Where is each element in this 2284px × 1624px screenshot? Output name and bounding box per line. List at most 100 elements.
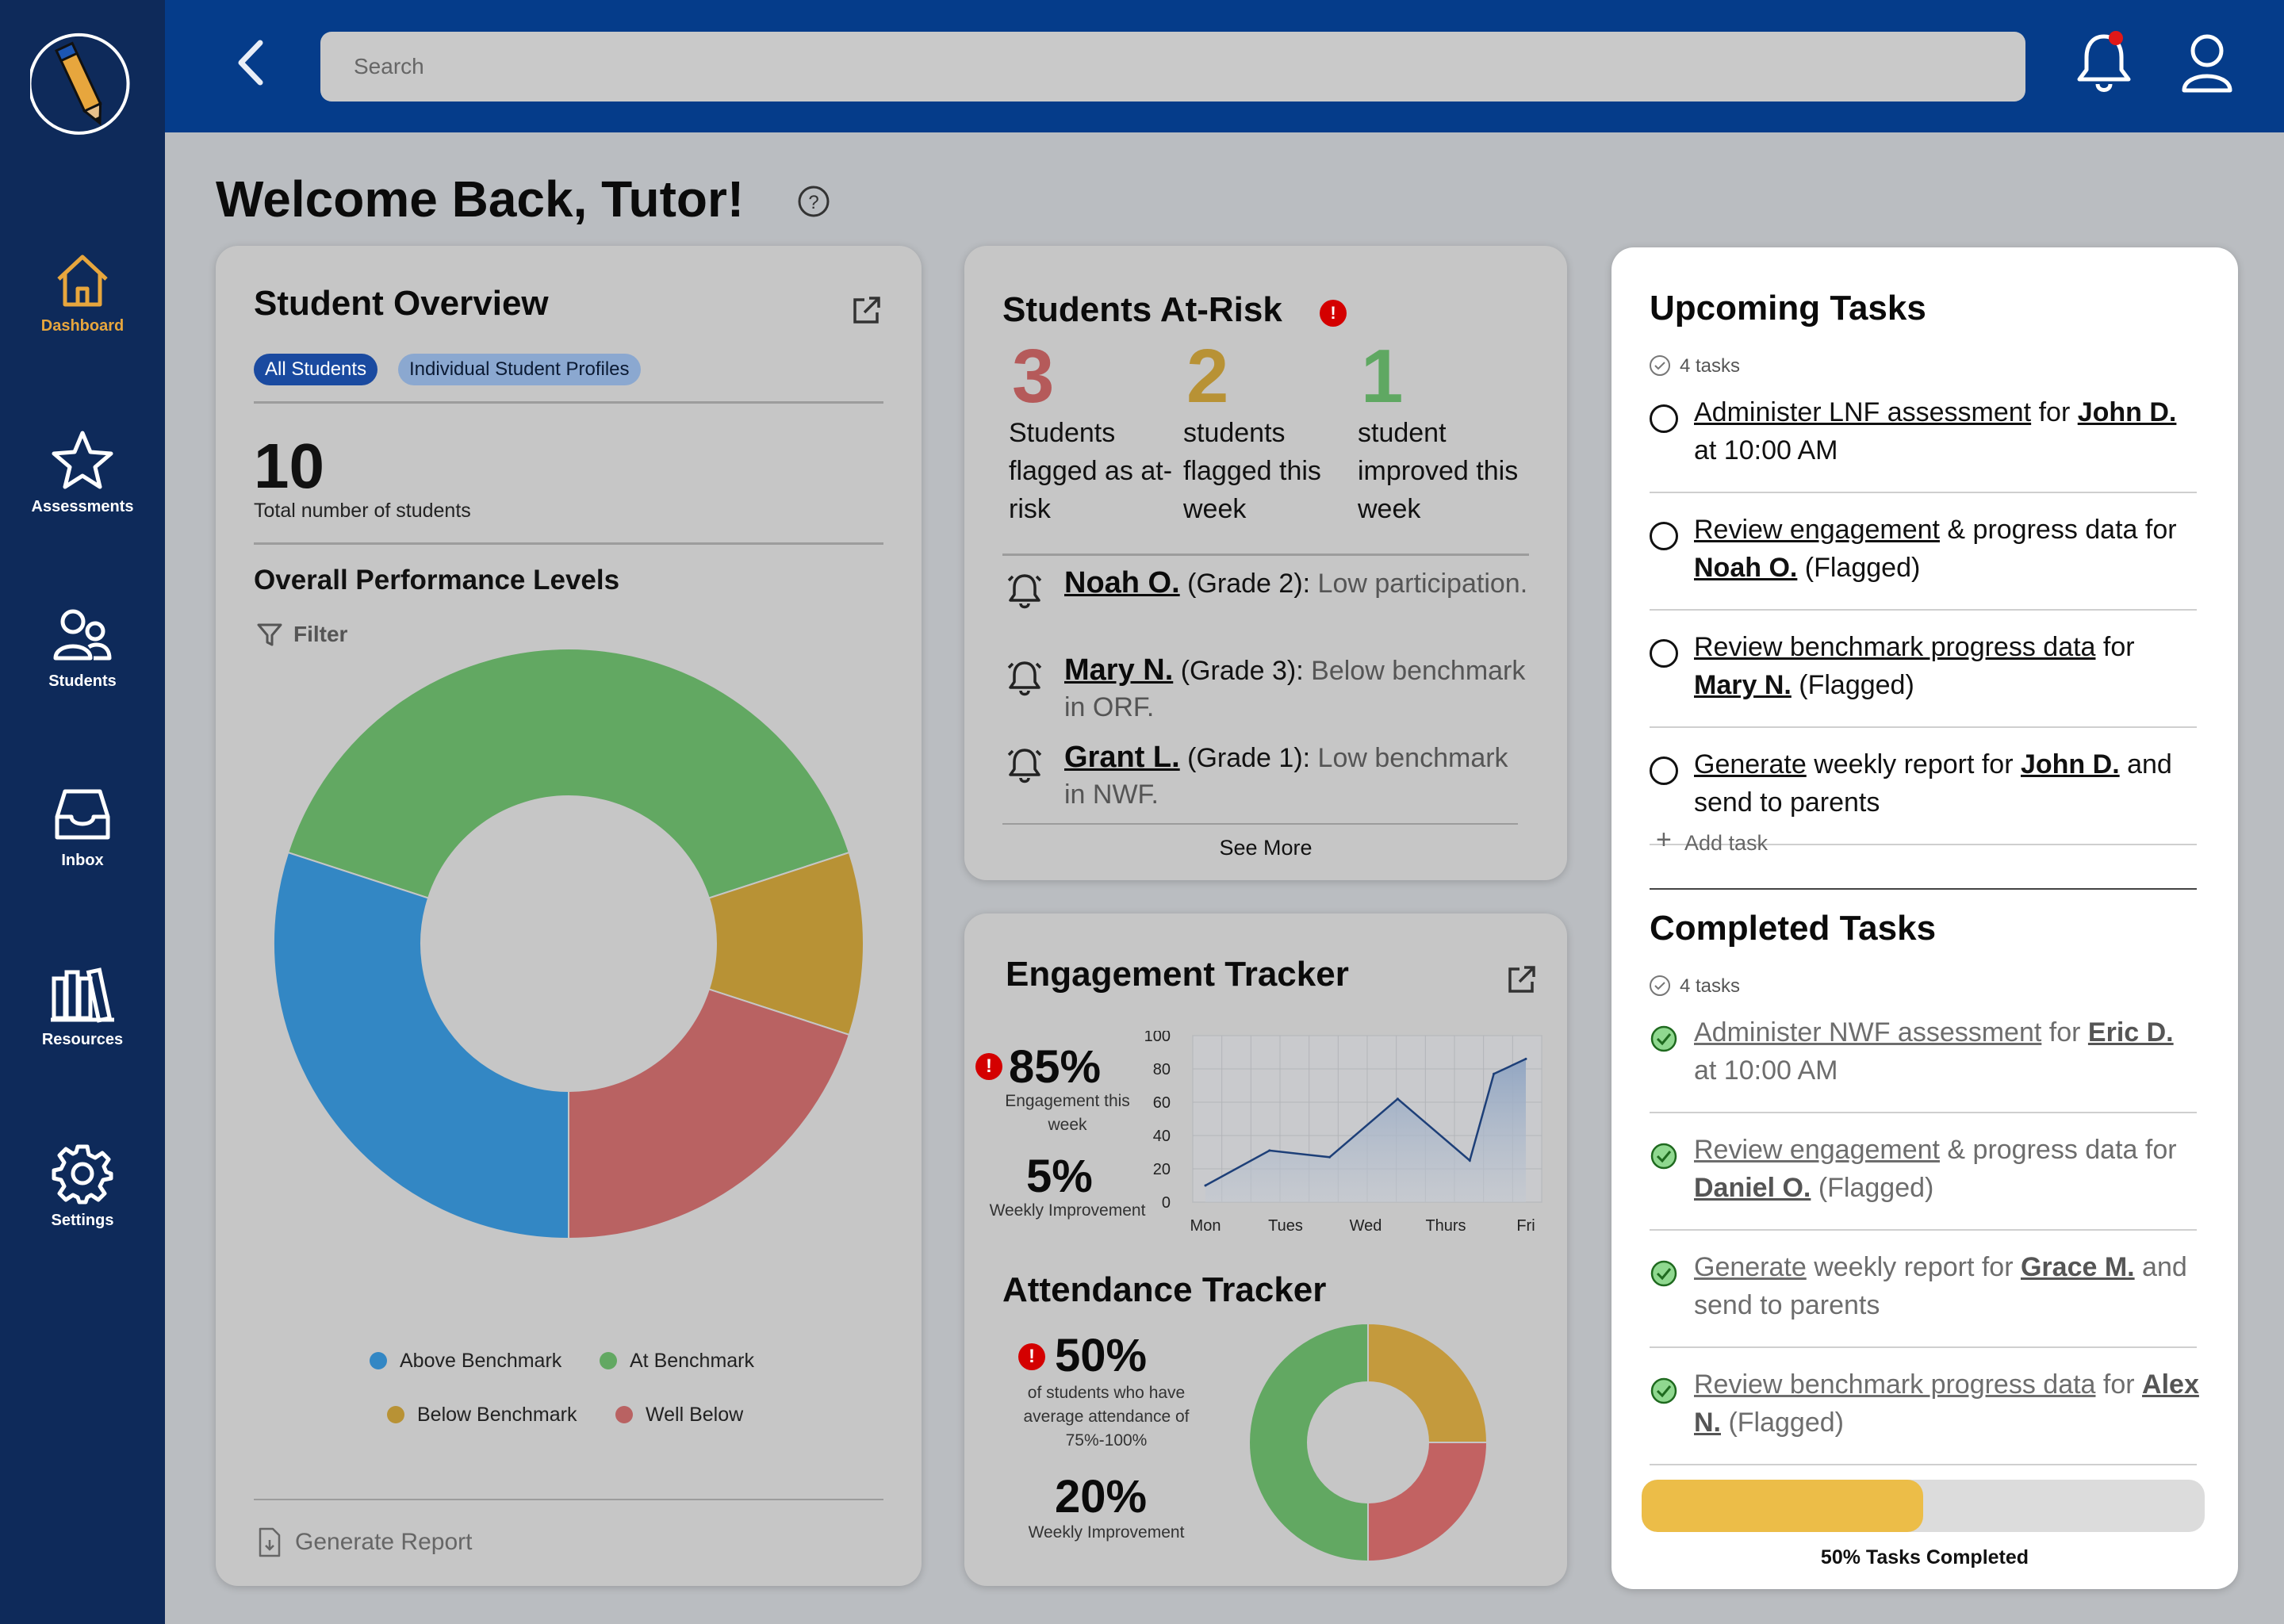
star-icon: [52, 431, 113, 489]
checked-icon[interactable]: [1650, 1142, 1678, 1170]
task-checkbox[interactable]: [1650, 756, 1678, 785]
alert-note: Low participation.: [1317, 569, 1528, 599]
divider: [254, 1499, 883, 1500]
alert-indicator-icon: !: [1320, 300, 1347, 327]
data-point: [1268, 1149, 1271, 1152]
document-icon: [259, 1527, 281, 1557]
attendance-title: Attendance Tracker: [1002, 1270, 1327, 1309]
improved-count: 1: [1361, 334, 1404, 419]
task-link[interactable]: Administer LNF assessment: [1694, 397, 2032, 427]
page-title: Welcome Back, Tutor!: [216, 170, 745, 228]
task-text-part: at 10:00 AM: [1694, 435, 1838, 465]
engagement-pct: 85%: [1009, 1041, 1102, 1093]
checked-icon[interactable]: [1650, 1025, 1678, 1053]
data-point: [1328, 1155, 1332, 1159]
flagged-week-label: students flagged this week: [1183, 418, 1321, 524]
nav-dashboard[interactable]: Dashboard: [0, 251, 165, 335]
bell-icon: [1007, 574, 1042, 609]
x-tick-label: Tues: [1268, 1217, 1303, 1235]
users-icon: [53, 609, 112, 661]
nav-inbox[interactable]: Inbox: [0, 785, 165, 870]
y-tick-label: 100: [1144, 1031, 1171, 1045]
task-text-part: (Flagged): [1797, 553, 1921, 583]
task-link[interactable]: John D.: [2077, 397, 2177, 427]
divider: [1002, 553, 1529, 556]
add-task-button[interactable]: + Add task: [1656, 825, 1815, 860]
nav-settings[interactable]: Settings: [0, 1142, 165, 1230]
nav-assessments[interactable]: Assessments: [0, 428, 165, 516]
tasks-progress-bar: [1642, 1480, 2205, 1532]
student-grade: (Grade 2):: [1187, 569, 1311, 599]
search-input[interactable]: [320, 32, 2025, 102]
total-students-label: Total number of students: [254, 500, 471, 522]
sidebar: Dashboard Assessments Students Inbox: [0, 0, 165, 1624]
help-icon[interactable]: ?: [796, 184, 831, 219]
chip-all-students[interactable]: All Students: [254, 354, 378, 385]
task-text-part: (Flagged): [1811, 1173, 1934, 1203]
task-link[interactable]: Daniel O.: [1694, 1173, 1811, 1203]
chip-individual-profiles[interactable]: Individual Student Profiles: [398, 354, 641, 385]
logo-icon[interactable]: [30, 32, 135, 136]
task-link[interactable]: Grace M.: [2020, 1252, 2135, 1282]
external-link-icon[interactable]: [849, 293, 883, 328]
task-link[interactable]: Eric D.: [2087, 1017, 2174, 1048]
at-risk-label: Students flagged as at-risk: [1009, 418, 1173, 524]
task-text-part: at 10:00 AM: [1694, 1055, 1838, 1086]
add-task-label: Add task: [1684, 831, 1769, 855]
y-tick-label: 40: [1153, 1128, 1171, 1145]
top-bar: [165, 0, 2284, 132]
divider: [1650, 1229, 2197, 1231]
performance-title: Overall Performance Levels: [254, 565, 620, 596]
task-link[interactable]: Alex N.: [1694, 1369, 2199, 1438]
card-title: Student Overview: [254, 284, 549, 323]
home-icon: [57, 255, 108, 307]
x-tick-label: Fri: [1516, 1217, 1535, 1235]
task-text-part: weekly report for: [1806, 1252, 2021, 1282]
legend-dot: [387, 1406, 404, 1423]
checked-icon[interactable]: [1650, 1259, 1678, 1288]
external-link-icon[interactable]: [1504, 963, 1539, 998]
user-profile-icon[interactable]: [2171, 27, 2243, 98]
task-link[interactable]: John D.: [2020, 749, 2120, 779]
task-link[interactable]: Review engagement: [1694, 1135, 1940, 1165]
data-point: [1493, 1072, 1496, 1075]
checked-icon[interactable]: [1650, 1377, 1678, 1405]
attendance-improvement-label: Weekly Improvement: [1028, 1523, 1185, 1542]
back-arrow-icon[interactable]: [228, 36, 278, 89]
legend-dot: [615, 1406, 633, 1423]
plus-icon: +: [1656, 825, 1672, 855]
total-students-value: 10: [254, 431, 324, 501]
task-checkbox[interactable]: [1650, 404, 1678, 433]
completed-count: 4 tasks: [1680, 975, 1741, 997]
notification-bell-icon[interactable]: [2068, 27, 2140, 98]
alert-indicator-icon: !: [975, 1053, 1002, 1080]
students-at-risk-card: Students At-Risk ! 3 Students flagged as…: [964, 246, 1567, 880]
divider: [254, 542, 883, 545]
student-link[interactable]: Noah O.: [1064, 566, 1180, 599]
task-text: Generate weekly report for Grace M. and …: [1694, 1248, 2202, 1324]
legend-label: At Benchmark: [630, 1350, 755, 1372]
student-link[interactable]: Mary N.: [1064, 653, 1174, 687]
alert-indicator-icon: !: [1018, 1343, 1045, 1370]
task-link[interactable]: Review benchmark progress data: [1694, 632, 2096, 662]
attendance-donut-chart: [1248, 1322, 1489, 1563]
see-more-link[interactable]: See More: [1219, 836, 1313, 860]
card-title: Students At-Risk: [1002, 290, 1282, 329]
nav-students[interactable]: Students: [0, 606, 165, 691]
task-link[interactable]: Administer NWF assessment: [1694, 1017, 2042, 1048]
task-checkbox[interactable]: [1650, 639, 1678, 668]
task-link[interactable]: Noah O.: [1694, 553, 1798, 583]
task-link[interactable]: Generate: [1694, 1252, 1807, 1282]
nav-resources[interactable]: Resources: [0, 964, 165, 1049]
task-checkbox[interactable]: [1650, 522, 1678, 550]
check-circle-icon: [1650, 975, 1670, 996]
student-link[interactable]: Grant L.: [1064, 741, 1180, 774]
task-link[interactable]: Generate: [1694, 749, 1807, 779]
generate-report-button[interactable]: Generate Report: [257, 1526, 495, 1561]
task-link[interactable]: Mary N.: [1694, 670, 1792, 700]
tasks-card: Upcoming Tasks 4 tasks Administer LNF as…: [1611, 247, 2238, 1589]
y-tick-label: 0: [1162, 1194, 1171, 1212]
task-link[interactable]: Review engagement: [1694, 515, 1940, 545]
filter-label: Filter: [293, 622, 348, 646]
task-link[interactable]: Review benchmark progress data: [1694, 1369, 2096, 1400]
